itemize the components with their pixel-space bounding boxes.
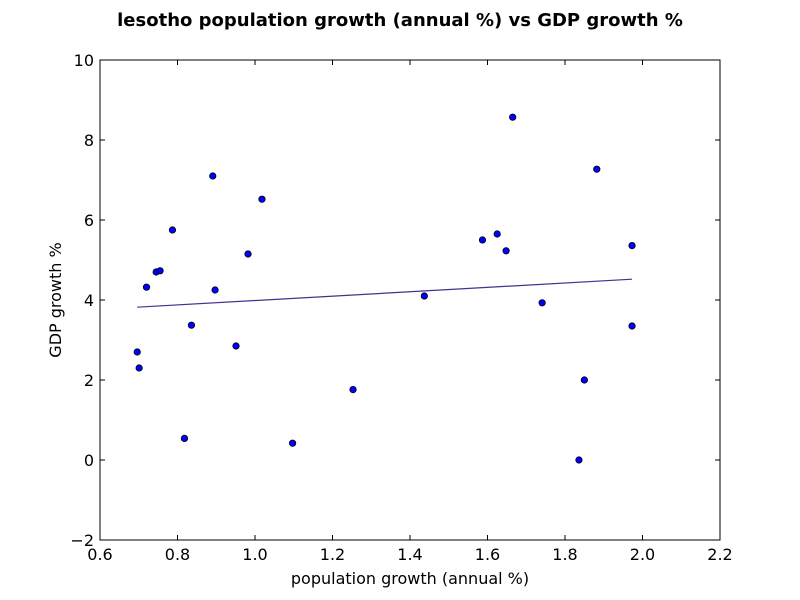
axis-ticks: 0.6 0.8 1.0 1.2 1.4 1.6 1.8 2.0 2.2 −2 0 2 4 6 8 10 [70, 51, 732, 564]
data-point [258, 195, 266, 203]
data-point [244, 250, 252, 258]
x-tick-label: 0.6 [87, 545, 112, 564]
data-point [168, 226, 177, 234]
x-tick-label: 2.0 [630, 545, 655, 564]
data-point [580, 376, 588, 384]
data-point [493, 230, 501, 238]
y-tick-label: 4 [84, 291, 94, 310]
x-tick-label: 1.2 [320, 545, 345, 564]
trendline [137, 278, 633, 308]
y-tick-label: 6 [84, 211, 94, 230]
data-point [288, 439, 297, 447]
data-point [538, 299, 546, 307]
data-point [349, 385, 357, 394]
x-tick-label: 1.6 [475, 545, 500, 564]
data-point [478, 236, 487, 244]
data-point [628, 322, 636, 330]
y-tick-label: 10 [74, 51, 94, 70]
y-axis-label: GDP growth % [46, 242, 65, 357]
x-axis-label: population growth (annual %) [291, 569, 529, 588]
data-point [628, 242, 636, 250]
data-point [232, 342, 240, 350]
data-point [211, 286, 219, 294]
x-tick-label: 1.4 [397, 545, 422, 564]
data-point [509, 113, 517, 121]
chart-title: lesotho population growth (annual %) vs … [117, 10, 683, 31]
data-point [209, 172, 217, 180]
plot-frame [99, 59, 721, 541]
data-point [502, 247, 510, 255]
data-point [133, 348, 141, 356]
x-tick-label: 1.0 [242, 545, 267, 564]
data-point [593, 165, 601, 173]
data-point [420, 292, 428, 300]
data-point [575, 456, 583, 464]
trendline-group [137, 278, 633, 308]
data-point [187, 321, 196, 329]
data-point [156, 267, 164, 275]
y-tick-label: 0 [84, 451, 94, 470]
y-tick-label: 2 [84, 371, 94, 390]
y-tick-label: 8 [84, 131, 94, 150]
x-tick-label: 2.2 [707, 545, 732, 564]
data-point [180, 434, 189, 442]
x-tick-label: 1.8 [552, 545, 577, 564]
x-tick-label: 0.8 [165, 545, 190, 564]
data-points [133, 113, 636, 464]
y-tick-label: −2 [70, 531, 94, 550]
data-point [135, 364, 143, 372]
data-point [142, 283, 151, 291]
